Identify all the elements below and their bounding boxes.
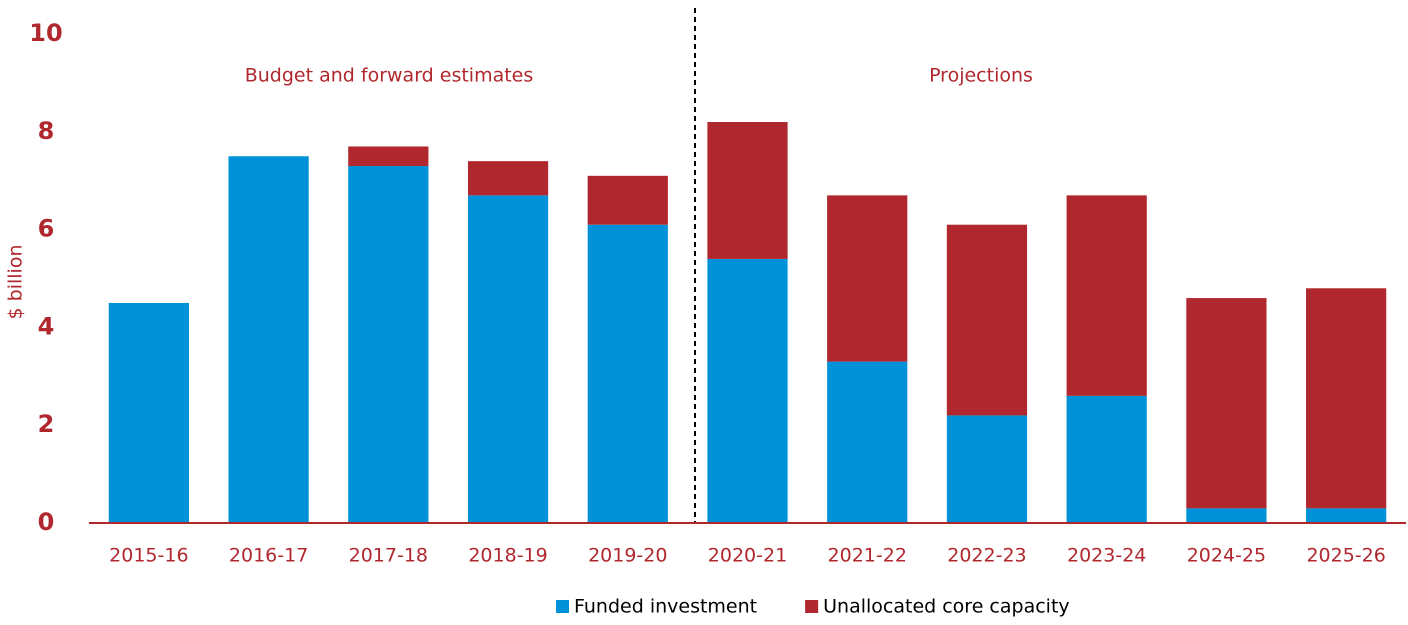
x-tick-label: 2020-21 (708, 545, 787, 567)
annotation: Projections (929, 65, 1033, 87)
bar-segment (707, 122, 788, 259)
x-tick-label: 2022-23 (947, 545, 1026, 567)
bar-segment (1066, 195, 1147, 396)
x-tick-label: 2024-25 (1187, 545, 1266, 567)
y-tick-label: 2 (38, 410, 55, 438)
bar-segment (1186, 298, 1267, 509)
x-tick-label: 2018-19 (468, 545, 547, 567)
x-tick-label: 2021-22 (828, 545, 907, 567)
legend-label: Unallocated core capacity (823, 596, 1070, 618)
bar-segment (467, 195, 549, 523)
bar-segment (108, 302, 189, 523)
x-tick-label: 2023-24 (1067, 545, 1146, 567)
bar-segment (228, 156, 309, 523)
y-tick-label: 6 (38, 215, 55, 243)
bar-segment (1066, 395, 1147, 523)
y-tick-label: 10 (29, 19, 62, 47)
y-tick-label: 4 (38, 312, 55, 340)
x-tick-label: 2019-20 (588, 545, 667, 567)
bar-segment (348, 166, 429, 523)
y-tick-label: 0 (38, 508, 55, 536)
bar-segment (707, 258, 788, 523)
bar-segment (1306, 508, 1387, 523)
y-axis-label: $ billion (5, 245, 27, 320)
x-tick-label: 2025-26 (1306, 545, 1385, 567)
bar-segment (827, 361, 908, 523)
bar-segment (587, 224, 668, 523)
bar-segment (587, 175, 668, 225)
legend-swatch (556, 600, 569, 613)
bar-segment (827, 195, 908, 362)
x-tick-label: 2015-16 (109, 545, 188, 567)
annotation: Budget and forward estimates (245, 65, 534, 87)
bar-segment (946, 224, 1028, 416)
x-tick-label: 2017-18 (349, 545, 428, 567)
x-tick-label: 2016-17 (229, 545, 308, 567)
bar-segment (467, 161, 549, 196)
bar-segment (1186, 508, 1267, 523)
legend-label: Funded investment (574, 596, 757, 618)
bar-segment (1306, 288, 1387, 509)
legend-swatch (805, 600, 819, 613)
bar-segment (946, 415, 1028, 523)
y-tick-label: 8 (38, 117, 55, 145)
bar-segment (348, 146, 429, 167)
